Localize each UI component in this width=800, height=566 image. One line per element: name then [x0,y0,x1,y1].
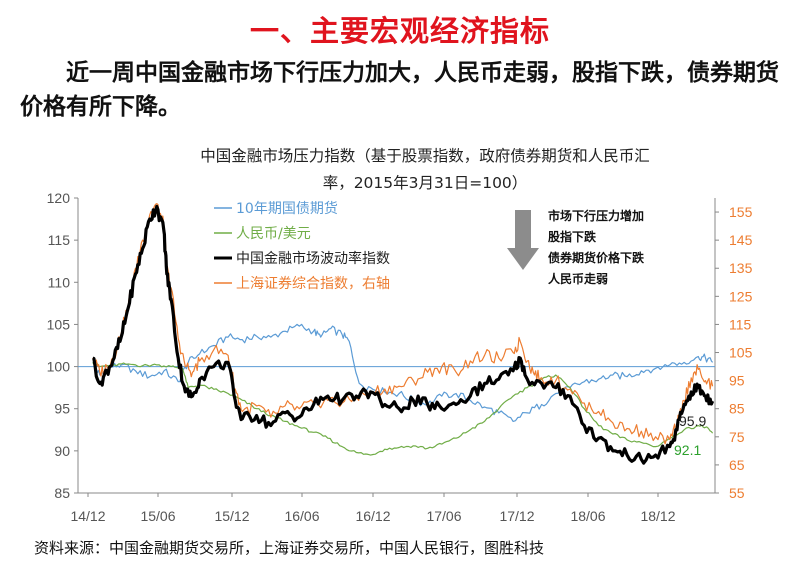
series-line-3 [92,204,715,465]
end-value-label: 95.9 [679,413,706,429]
x-tick-label: 17/06 [426,508,461,524]
legend-label: 10年期国债期货 [236,200,338,217]
series-line-1 [92,362,714,456]
end-labels: 95.9 92.1 [674,413,706,458]
down-arrow-icon [507,248,539,270]
y-right-tick-label: 115 [729,316,752,332]
x-tick-label: 15/12 [214,508,249,524]
intro-paragraph: 近一周中国金融市场下行压力加大，人民币走弱，股指下跌，债券期货价格有所下降。 [20,60,779,120]
y-right-tick-label: 85 [729,401,745,417]
y-right-tick-label: 95 [729,373,745,389]
y-left-tick-label: 115 [48,232,71,248]
x-tick-label: 18/12 [640,508,675,524]
y-right-tick-label: 105 [729,345,753,361]
y-left-tick-label: 85 [54,485,70,501]
annotation-line: 债券期货价格下跌 [548,250,645,265]
y-left-tick-label: 110 [48,274,71,290]
annotation-line: 市场下行压力增加 [548,208,644,223]
legend-label: 上海证券综合指数，右轴 [236,276,390,292]
y-right-tick-label: 145 [729,232,753,248]
section-heading: 一、主要宏观经济指标 [249,14,550,48]
annotation-line: 人民币走弱 [548,271,608,286]
y-right-tick-label: 65 [729,457,745,473]
chart-title-line1: 中国金融市场压力指数（基于股票指数，政府债券期货和人民币汇 [200,147,650,165]
legend-label: 人民币/美元 [236,226,311,242]
source-note: 资料来源：中国金融期货交易所，上海证券交易所，中国人民银行，图胜科技 [34,539,545,557]
chart-axes: 85 90 95 100 105 110 115 120 55 65 75 85 95 105 115 125… [47,190,753,524]
y-right-tick-label: 125 [729,288,753,304]
series-line-0 [92,323,714,422]
legend-label: 中国金融市场波动率指数 [236,250,390,267]
x-tick-label: 18/06 [570,508,605,524]
y-left-tick-label: 95 [54,401,70,417]
x-tick-label: 15/06 [140,508,175,524]
y-right-tick-label: 135 [729,260,753,276]
y-left-tick-label: 120 [47,190,71,206]
series-layer [92,203,715,465]
x-tick-label: 16/06 [284,508,319,524]
x-tick-label: 17/12 [499,508,534,524]
x-tick-label: 14/12 [70,508,105,524]
x-tick-label: 16/12 [355,508,390,524]
y-right-tick-label: 55 [729,485,745,501]
y-left-tick-label: 100 [47,359,71,375]
chart-title: 中国金融市场压力指数（基于股票指数，政府债券期货和人民币汇 率，2015年3月3… [120,143,730,197]
y-right-tick-label: 75 [729,429,745,445]
end-value-label: 92.1 [674,442,701,458]
chart-title-line2: 率，2015年3月31日=100） [322,174,528,192]
y-left-tick-label: 90 [54,443,70,459]
annotation-line: 股指下跌 [548,229,597,244]
y-left-tick-label: 105 [47,316,71,332]
down-arrow-shaft [515,210,531,248]
y-right-tick-label: 155 [729,204,753,220]
